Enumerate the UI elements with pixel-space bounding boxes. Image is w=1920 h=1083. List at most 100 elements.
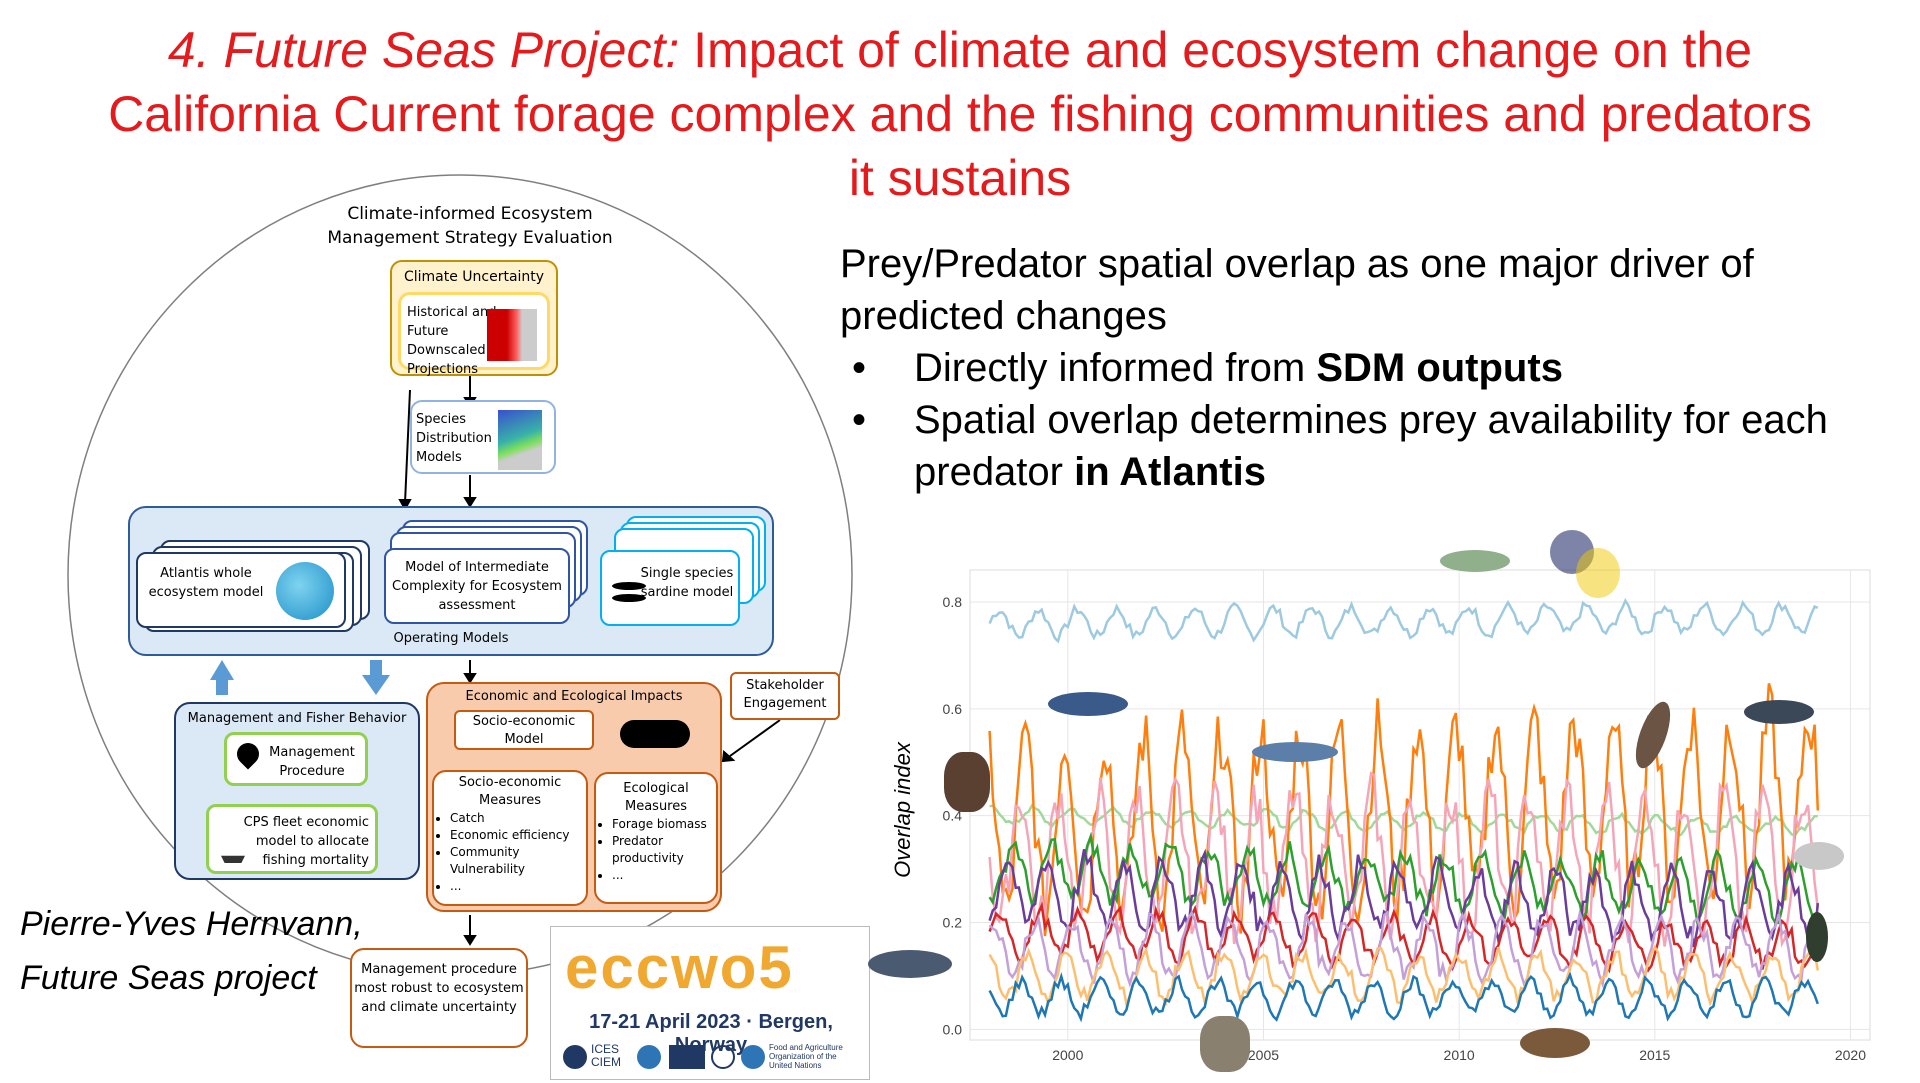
author-name: Pierre-Yves Hernvann, (20, 905, 363, 943)
title-prefix: 4. Future Seas Project: (167, 22, 680, 78)
eco-measures-label: Ecological Measures (623, 781, 689, 814)
mgmt-fisher-label: Management and Fisher Behavior (187, 711, 407, 726)
bullet-2: • Spatial overlap determines prey availa… (840, 394, 1900, 498)
mgmt-procedure-label: Management Procedure (269, 745, 355, 779)
list-item: ... (612, 867, 716, 884)
ices-logo-icon (563, 1045, 587, 1069)
bullet-1-text: Directly informed from (914, 346, 1317, 390)
pices-logo-icon (637, 1045, 661, 1069)
bullet-2-bold: in Atlantis (1074, 450, 1266, 494)
socio-measures-list: Catch Economic efficiency Community Vuln… (434, 810, 586, 895)
x-tick-label: 2015 (1639, 1047, 1670, 1063)
projections-box: Historical and Future Downscaled Project… (398, 292, 550, 377)
author-project: Future Seas project (20, 959, 317, 997)
bullet-1-bold: SDM outputs (1316, 346, 1563, 390)
anchovy-icon (1440, 550, 1510, 572)
sardine-icon (612, 582, 646, 590)
unesco-logo-icon (669, 1045, 705, 1069)
halibut-icon (1520, 1028, 1590, 1058)
location-pin-icon (232, 738, 264, 770)
stakeholder-label: Stakeholder Engagement (743, 678, 827, 711)
chart-series (988, 598, 1820, 1023)
climate-uncertainty-label: Climate Uncertainty (403, 269, 545, 285)
sea-lion-icon (944, 752, 990, 812)
ciem-label: CIEM (591, 1055, 621, 1069)
series-line (988, 901, 1820, 974)
stakeholder-box: Stakeholder Engagement (730, 672, 840, 720)
bullet-list: • Directly informed from SDM outputs • S… (840, 342, 1900, 498)
tuna-icon (1048, 692, 1128, 716)
murre-icon (1806, 912, 1828, 962)
socio-measures-label: Socio-economic Measures (458, 775, 562, 808)
single-species-box: Single species sardine model (600, 550, 740, 626)
y-tick-label: 0.0 (943, 1021, 963, 1037)
sdm-box: Species Distribution Models (410, 400, 556, 474)
socio-measures-box: Socio-economic Measures Catch Economic e… (432, 770, 588, 906)
gull-icon (1794, 842, 1844, 870)
series-line (988, 848, 1820, 948)
fao-label: Food and Agriculture Organization of the… (769, 1043, 843, 1070)
y-tick-label: 0.4 (943, 808, 963, 824)
ioc-logo-icon (711, 1045, 735, 1069)
atlantis-box: Atlantis whole ecosystem model (136, 552, 346, 628)
title-rest: Impact of climate and ecosystem change o… (108, 22, 1812, 206)
socio-model-box: Socio-economic Model (454, 710, 594, 750)
projections-label: Historical and Future Downscaled Project… (407, 305, 497, 377)
mse-diagram: Climate-informed Ecosystem Management St… (0, 0, 880, 1080)
sdm-label: Species Distribution Models (416, 412, 492, 465)
y-axis-ticks: 0.0 0.2 0.4 0.6 0.8 (943, 594, 963, 1037)
sardine-icon (612, 594, 646, 602)
bullet-2-text: Spatial overlap determines prey availabi… (914, 398, 1828, 494)
bullet-dot: • (852, 398, 867, 442)
series-line (988, 971, 1819, 1023)
x-tick-label: 2020 (1835, 1047, 1866, 1063)
x-tick-label: 2005 (1248, 1047, 1279, 1063)
operating-models-label: Operating Models (393, 631, 509, 646)
list-item: Forage biomass (612, 816, 716, 833)
robust-procedure-label: Management procedure most robust to ecos… (354, 962, 524, 1015)
series-line (988, 908, 1819, 989)
intro-text: Prey/Predator spatial overlap as one maj… (840, 242, 1754, 338)
series-line (988, 831, 1819, 928)
list-item: ... (450, 878, 586, 895)
eccwo5-wordmark: eccwo5 (565, 934, 794, 1001)
climate-uncertainty-box: Climate Uncertainty Historical and Futur… (390, 260, 558, 377)
y-tick-label: 0.2 (943, 915, 963, 931)
bullet-1: • Directly informed from SDM outputs (840, 342, 1900, 394)
climate-map-icon (487, 309, 537, 361)
robust-procedure-box: Management procedure most robust to ecos… (350, 948, 528, 1048)
list-item: Predator productivity (612, 833, 716, 867)
pelican-icon (1200, 1016, 1250, 1072)
list-item: Community Vulnerability (450, 844, 586, 878)
meeting-table-icon (620, 720, 690, 748)
overlap-chart: 2000 2005 2010 2015 2020 0.0 0.2 0.4 0.6 0.8 Ove… (868, 530, 1890, 1078)
cps-box: CPS fleet economic model to allocate fis… (206, 804, 378, 874)
whale-icon (868, 950, 952, 978)
ecosystem-globe-icon (276, 562, 334, 620)
mgmt-procedure-box: Management Procedure (224, 732, 368, 786)
overlap-ellipse-icon (1576, 548, 1620, 598)
fishing-boat-icon (221, 855, 245, 863)
circle-title: Climate-informed Ecosystem Management St… (327, 204, 613, 248)
dolphin-icon (1744, 700, 1814, 724)
list-item: Economic efficiency (450, 827, 586, 844)
cps-label: CPS fleet economic model to allocate fis… (243, 815, 369, 868)
atlantis-label: Atlantis whole ecosystem model (148, 566, 264, 600)
y-tick-label: 0.8 (943, 594, 963, 610)
list-item: Catch (450, 810, 586, 827)
x-tick-label: 2010 (1444, 1047, 1475, 1063)
overlap-chart-svg: 2000 2005 2010 2015 2020 0.0 0.2 0.4 0.6 0.8 Ove… (890, 569, 1871, 1063)
x-tick-label: 2000 (1052, 1047, 1083, 1063)
eccwo5-logo: eccwo5 17-21 April 2023 · Bergen, Norway… (550, 926, 870, 1080)
eco-measures-list: Forage biomass Predator productivity ... (596, 816, 716, 884)
shark-icon (1252, 742, 1338, 762)
slide-title: 4. Future Seas Project: Impact of climat… (100, 18, 1820, 210)
sdm-map-icon (498, 410, 542, 470)
y-axis-label: Overlap index (890, 741, 915, 878)
ices-label: ICES (591, 1042, 620, 1056)
bullet-dot: • (852, 346, 867, 390)
single-species-label: Single species sardine model (640, 566, 734, 600)
y-tick-label: 0.6 (943, 701, 963, 717)
mice-box: Model of Intermediate Complexity for Eco… (384, 548, 570, 624)
eco-measures-box: Ecological Measures Forage biomass Preda… (594, 772, 718, 904)
